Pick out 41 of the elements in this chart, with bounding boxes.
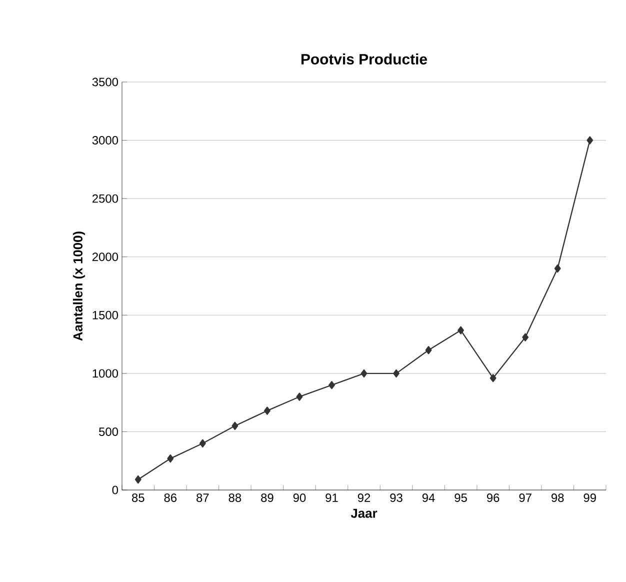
point [296, 392, 303, 401]
point [554, 264, 561, 273]
x-tick-label: 98 [552, 494, 564, 502]
x-tick-label: 92 [358, 494, 370, 502]
x-tick-label: 90 [293, 494, 306, 502]
y-tick-label: 2000 [92, 252, 118, 262]
y-tick-label: 3000 [92, 136, 118, 145]
point [522, 333, 529, 342]
x-tick-label: 93 [390, 494, 402, 502]
point [167, 454, 174, 463]
x-tick-label: 95 [454, 494, 467, 502]
y-tick-label: 1500 [92, 310, 118, 320]
point [425, 346, 432, 354]
x-tick-label: 88 [228, 494, 242, 502]
x-tick-label: 94 [422, 494, 435, 502]
y-tick-label: 500 [99, 427, 118, 436]
x-tick-label: 96 [486, 494, 500, 502]
point [458, 326, 464, 334]
x-tick-label: 87 [196, 494, 209, 502]
point [360, 369, 368, 378]
x-tick-label: 86 [164, 494, 177, 502]
point [393, 369, 400, 378]
x-tick-label: 89 [261, 494, 274, 502]
point [490, 374, 496, 382]
chart-title: Pootvis Productie [301, 54, 428, 64]
x-tick-label: 97 [519, 494, 532, 502]
point [264, 406, 270, 415]
x-tick-label: 85 [132, 494, 144, 502]
y-tick-label: 0 [112, 486, 118, 494]
x-axis-title: Jaar [350, 508, 378, 518]
point [199, 439, 206, 448]
point [328, 381, 335, 390]
y-tick-label: 2500 [92, 194, 118, 203]
y-axis-title: Aantallen (x 1000) [72, 232, 86, 341]
point [134, 475, 142, 484]
x-tick-label: 99 [584, 494, 596, 502]
y-tick-label: 3500 [92, 78, 118, 86]
x-tick-label: 91 [326, 494, 338, 502]
point [232, 422, 238, 430]
point [586, 136, 594, 144]
y-tick-label: 1000 [92, 369, 118, 378]
